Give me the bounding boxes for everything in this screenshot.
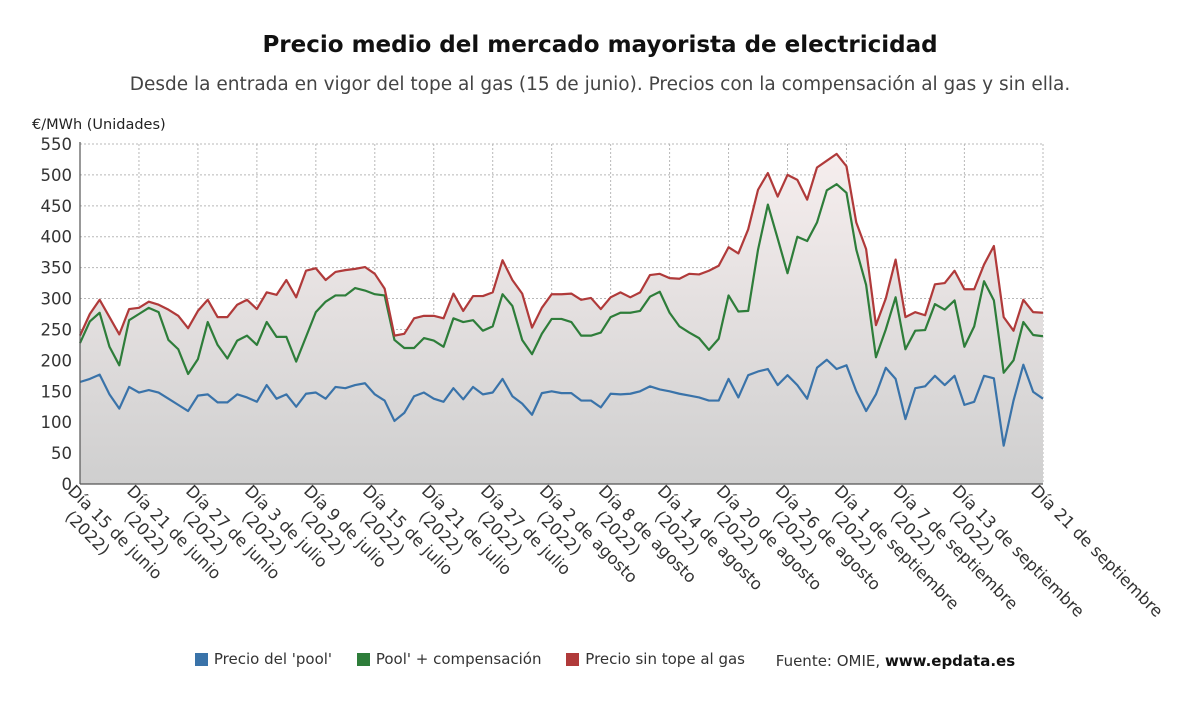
chart-title: Precio medio del mercado mayorista de el… [262, 32, 938, 58]
source-label: Fuente: OMIE, [775, 651, 881, 670]
y-tick-label: 350 [41, 259, 73, 278]
y-tick-label: 550 [41, 135, 73, 154]
y-tick-label: 0 [62, 475, 73, 494]
y-tick-label: 500 [41, 166, 73, 185]
y-tick-label: 450 [41, 197, 73, 216]
series-lines [78, 152, 1044, 447]
legend: Precio del 'pool' Pool' + compensación P… [0, 650, 1200, 670]
source-link[interactable]: www.epdata.es [884, 651, 1016, 670]
legend-label-compensacion: Pool' + compensación [375, 650, 542, 668]
y-tick-label: 400 [41, 228, 73, 247]
legend-item-compensacion[interactable]: Pool' + compensación [356, 650, 542, 668]
legend-item-sin-tope[interactable]: Precio sin tope al gas [566, 650, 745, 668]
legend-swatch-pool [194, 652, 208, 666]
y-tick-label: 100 [41, 413, 73, 432]
legend-swatch-sin-tope [566, 652, 580, 666]
series-line-2 [78, 152, 1044, 337]
series-line-0 [79, 358, 1044, 447]
y-axis-label: €/MWh (Unidades) [32, 117, 166, 133]
legend-label-sin-tope: Precio sin tope al gas [585, 650, 745, 668]
y-tick-label: 50 [51, 444, 72, 463]
x-tick-label-line: Día 21 de septiembre [1027, 481, 1167, 621]
y-tick-label: 200 [41, 351, 73, 370]
legend-item-pool[interactable]: Precio del 'pool' [194, 650, 333, 668]
y-tick-label: 250 [41, 320, 73, 339]
chart-subtitle: Desde la entrada en vigor del tope al ga… [129, 74, 1071, 95]
y-tick-label: 150 [41, 382, 73, 401]
series-line-1 [78, 183, 1044, 376]
y-tick-label: 300 [41, 290, 73, 309]
x-tick-label: Día 21 de septiembre [1027, 481, 1167, 621]
source-note: Fuente: OMIE, www.epdata.es [776, 652, 1015, 670]
legend-swatch-compensacion [356, 652, 370, 666]
legend-label-pool: Precio del 'pool' [213, 650, 333, 668]
